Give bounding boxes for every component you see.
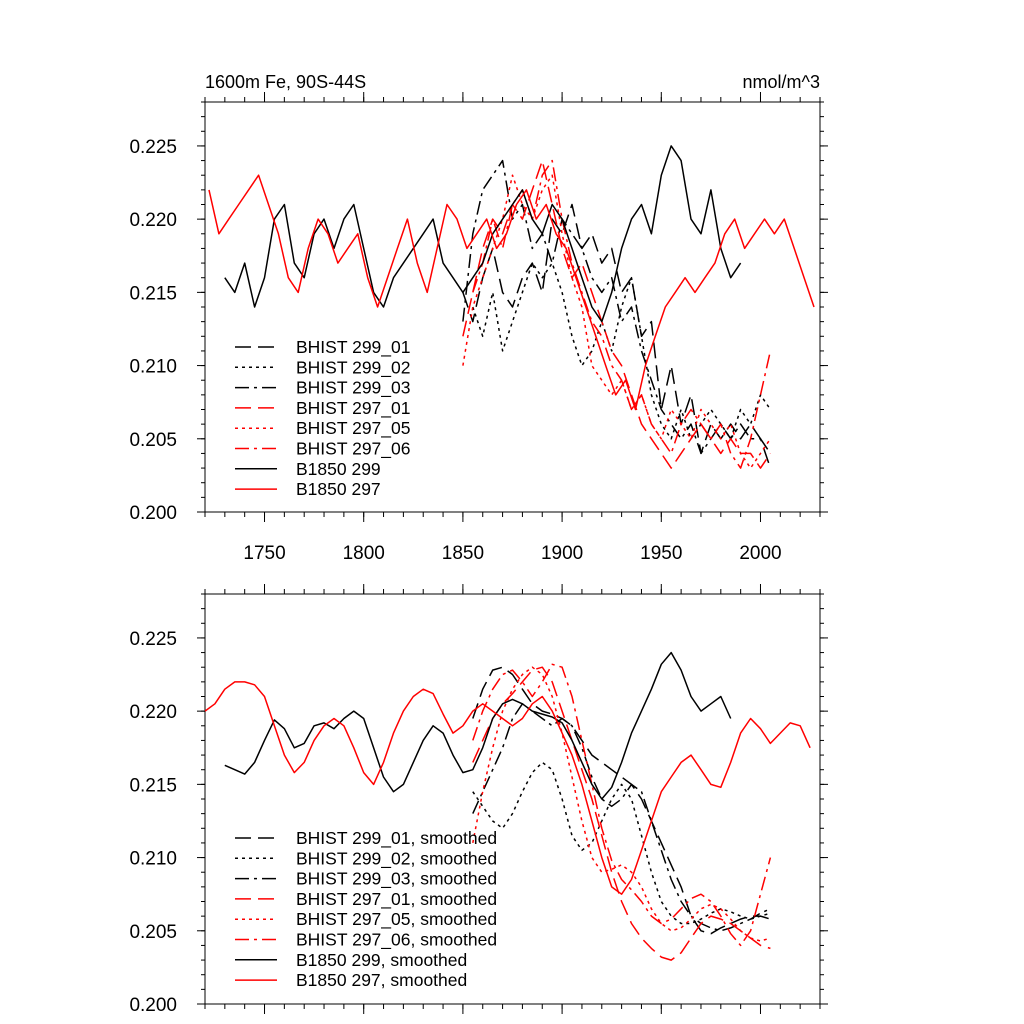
top-series-line-5 (462, 174, 772, 469)
top-series-line-3 (462, 159, 772, 455)
top-series-line-8 (208, 174, 815, 411)
top-series-lines (208, 145, 815, 469)
top-ytick-label: 0.220 (129, 210, 177, 231)
bottom-series-line-3 (472, 703, 771, 932)
top-legend-label: B1850 297 (296, 479, 381, 499)
top-series-line-4 (462, 159, 772, 469)
top-series-line-1 (462, 203, 772, 469)
bottom-ytick-label: 0.210 (129, 849, 177, 870)
bottom-series-line-2 (472, 761, 771, 925)
top-ytick-label: 0.225 (129, 137, 177, 158)
top-legend-label: BHIST 299_03 (296, 378, 410, 399)
bottom-ytick-label: 0.200 (129, 995, 177, 1016)
top-xtick-label: 2000 (739, 543, 781, 564)
top-series-line-2 (472, 262, 772, 440)
top-xtick-label: 1800 (343, 543, 385, 564)
bottom-ytick-label: 0.225 (129, 629, 177, 650)
bottom-series-lines (204, 651, 811, 961)
top-legend-label: BHIST 297_05 (296, 418, 410, 439)
top-legend-label: BHIST 297_01 (296, 398, 410, 419)
bottom-series-line-4 (472, 666, 771, 961)
top-xtick-label: 1750 (243, 543, 285, 564)
top-legend-label: BHIST 299_02 (296, 357, 410, 378)
top-ytick-label: 0.205 (129, 430, 177, 451)
bottom-ytick-label: 0.220 (129, 702, 177, 723)
bottom-legend-label: BHIST 297_06, smoothed (296, 930, 497, 951)
bottom-ytick-label: 0.205 (129, 922, 177, 943)
bottom-legend-label: BHIST 299_03, smoothed (296, 869, 497, 890)
bottom-panel: 0.200 0.205 0.210 0.215 0.220 0.225 BHIST 299… (129, 584, 828, 1016)
bottom-legend-label: B1850 297, smoothed (296, 970, 467, 990)
top-legend-label: BHIST 299_01 (296, 337, 410, 358)
top-title-left: 1600m Fe, 90S-44S (205, 72, 366, 92)
top-xtick-label: 1900 (541, 543, 583, 564)
bottom-legend-label: BHIST 299_02, smoothed (296, 848, 497, 869)
bottom-series-line-5 (472, 666, 771, 942)
top-panel: 1600m Fe, 90S-44S nmol/m^3 0.2000.2050.2… (129, 72, 828, 564)
top-series-line-6 (472, 159, 772, 469)
top-ytick-label: 0.210 (129, 357, 177, 378)
top-title-right: nmol/m^3 (743, 72, 820, 92)
top-legend-label: BHIST 297_06 (296, 439, 410, 460)
top-xtick-label: 1850 (442, 543, 484, 564)
bottom-legend-label: BHIST 297_05, smoothed (296, 909, 497, 930)
bottom-legend-label: B1850 299, smoothed (296, 950, 467, 970)
top-ytick-label: 0.200 (129, 503, 177, 524)
bottom-axes: 0.200 0.205 0.210 0.215 0.220 0.225 (129, 584, 828, 1016)
bottom-series-line-1 (472, 666, 771, 935)
bottom-ytick-label: 0.215 (129, 775, 177, 796)
top-ytick-label: 0.215 (129, 283, 177, 304)
bottom-series-line-7 (224, 651, 732, 800)
bottom-legend-label: BHIST 299_01, smoothed (296, 828, 497, 849)
bottom-legend-label: BHIST 297_01, smoothed (296, 889, 497, 910)
bottom-series-line-8 (204, 681, 811, 895)
top-xtick-label: 1950 (640, 543, 682, 564)
bottom-series-line-6 (472, 663, 772, 947)
top-axes: 0.200 0.205 0.210 0.215 0.220 0.225 1750 1800 18… (129, 92, 828, 564)
top-series-line-7 (224, 145, 742, 323)
top-legend-label: B1850 299 (296, 459, 381, 479)
